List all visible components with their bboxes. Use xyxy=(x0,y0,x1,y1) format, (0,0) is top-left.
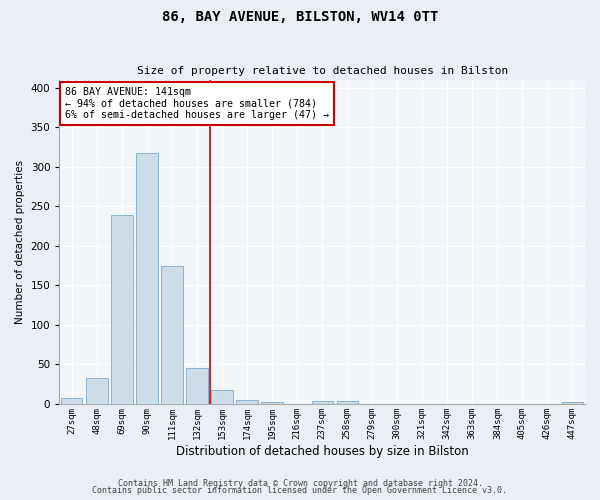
Text: 86 BAY AVENUE: 141sqm
← 94% of detached houses are smaller (784)
6% of semi-deta: 86 BAY AVENUE: 141sqm ← 94% of detached … xyxy=(65,86,329,120)
Y-axis label: Number of detached properties: Number of detached properties xyxy=(15,160,25,324)
Bar xyxy=(211,390,233,404)
Bar xyxy=(136,152,158,404)
Bar xyxy=(86,378,107,404)
Bar xyxy=(187,368,208,404)
Text: 86, BAY AVENUE, BILSTON, WV14 0TT: 86, BAY AVENUE, BILSTON, WV14 0TT xyxy=(162,10,438,24)
X-axis label: Distribution of detached houses by size in Bilston: Distribution of detached houses by size … xyxy=(176,444,469,458)
Bar xyxy=(311,401,333,404)
Text: Contains HM Land Registry data © Crown copyright and database right 2024.: Contains HM Land Registry data © Crown c… xyxy=(118,478,482,488)
Text: Contains public sector information licensed under the Open Government Licence v3: Contains public sector information licen… xyxy=(92,486,508,495)
Bar xyxy=(236,400,258,404)
Bar xyxy=(262,402,283,404)
Bar xyxy=(111,215,133,404)
Bar xyxy=(337,401,358,404)
Bar xyxy=(161,266,182,404)
Bar xyxy=(562,402,583,404)
Title: Size of property relative to detached houses in Bilston: Size of property relative to detached ho… xyxy=(137,66,508,76)
Bar xyxy=(61,398,82,404)
